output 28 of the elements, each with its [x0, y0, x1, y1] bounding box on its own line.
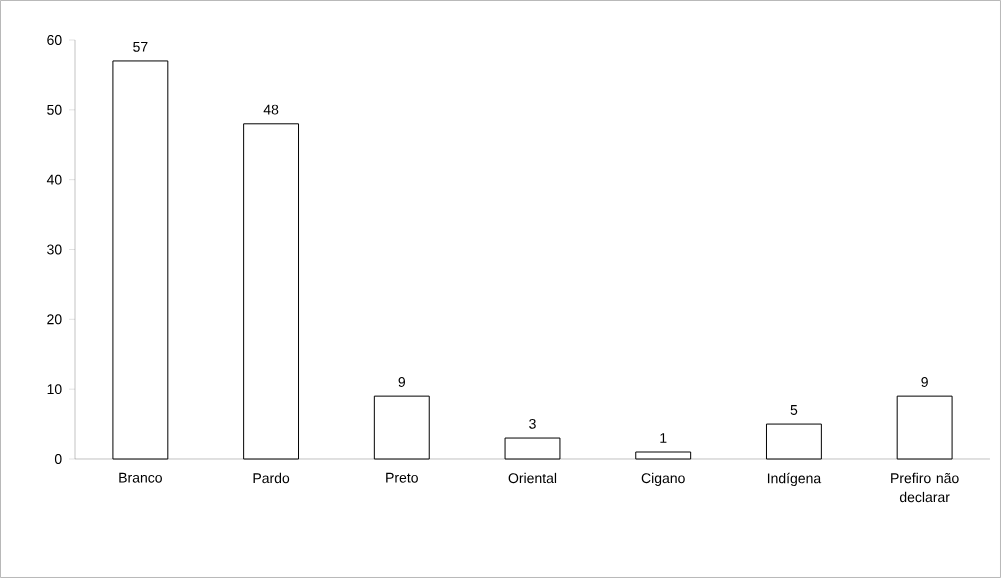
y-tick-label: 20: [47, 314, 62, 325]
y-tick-label: 0: [54, 454, 62, 464]
data-label: 57: [133, 41, 148, 52]
x-tick-label: Oriental: [508, 472, 557, 484]
data-label: 9: [398, 377, 406, 387]
data-label: 9: [921, 377, 928, 387]
bar: [635, 451, 692, 460]
y-tick-label: 30: [47, 244, 62, 255]
bar: [243, 123, 300, 460]
x-tick-label: Prefiro não declarar: [891, 472, 959, 503]
x-tick-label: Indígena: [767, 472, 822, 487]
y-tick-label: 40: [46, 174, 62, 185]
bar: [504, 437, 561, 460]
x-tick-label: Cigano: [641, 472, 685, 486]
x-tick-label: Preto: [386, 472, 418, 483]
x-tick-label: Branco: [119, 472, 162, 483]
data-label: 1: [660, 433, 667, 443]
data-label: 3: [529, 418, 536, 429]
x-tick-label: Pardo: [253, 472, 290, 484]
y-tick-label: 50: [47, 104, 62, 115]
bar: [896, 395, 953, 460]
data-label: 5: [790, 405, 798, 415]
bar: [765, 423, 822, 460]
bar: [373, 395, 430, 460]
y-tick-label: 60: [47, 35, 62, 45]
bar: [112, 60, 169, 460]
data-label: 48: [263, 104, 279, 115]
y-tick-label: 10: [47, 384, 62, 395]
